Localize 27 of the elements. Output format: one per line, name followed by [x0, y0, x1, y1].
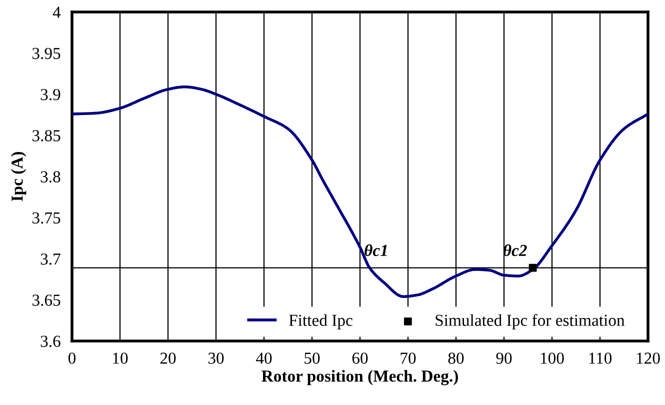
- x-tick-label: 70: [400, 352, 416, 364]
- x-tick-label: 120: [636, 352, 660, 364]
- x-tick-label: 30: [208, 352, 224, 364]
- y-tick-label: 3.95: [32, 48, 60, 60]
- y-tick-label: 3.6: [40, 336, 60, 348]
- x-tick-label: 20: [160, 352, 176, 364]
- x-tick-label: 100: [540, 352, 564, 364]
- x-tick-label: 80: [448, 352, 464, 364]
- x-axis-title: Rotor position (Mech. Deg.): [262, 370, 458, 386]
- x-tick-label: 40: [256, 352, 272, 364]
- x-tick-label: 50: [304, 352, 320, 364]
- y-tick-label: 3.7: [40, 253, 60, 265]
- x-tick-label: 10: [113, 352, 128, 364]
- y-tick-label: 3.85: [32, 130, 60, 142]
- legend-label: Simulated Ipc for estimation: [436, 314, 625, 330]
- x-tick-label: 0: [68, 352, 76, 364]
- annotation: θc1: [364, 244, 387, 256]
- x-tick-label: 60: [352, 352, 368, 364]
- x-tick-label: 110: [589, 352, 612, 364]
- y-tick-label: 3.8: [40, 171, 60, 183]
- y-tick-label: 3.75: [32, 212, 60, 224]
- y-tick-label: 3.9: [40, 88, 60, 100]
- y-tick-label: 3.65: [32, 294, 60, 306]
- y-tick-label: 4: [52, 6, 61, 18]
- y-axis-title: Ipc (A): [11, 152, 26, 202]
- x-tick-label: 90: [496, 352, 512, 364]
- legend-label: Fitted Ipc: [289, 314, 352, 330]
